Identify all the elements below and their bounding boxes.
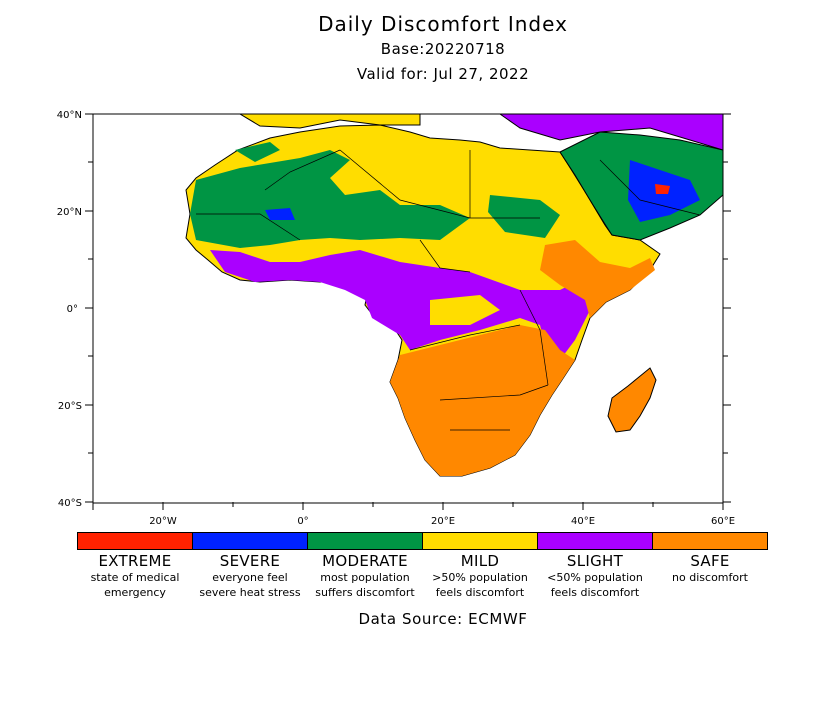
lat-label: 20°N <box>57 207 82 218</box>
legend-swatch-mild <box>423 533 538 549</box>
lat-label: 0° <box>67 304 78 315</box>
lat-label: 40°N <box>57 110 82 121</box>
legend-entry-mild: MILD >50% population feels discomfort <box>422 552 538 600</box>
lon-label: 20°W <box>149 516 177 527</box>
legend-desc: everyone feel <box>212 571 288 584</box>
color-legend <box>77 532 768 550</box>
lon-label: 60°E <box>711 516 735 527</box>
legend-name: EXTREME <box>98 552 172 570</box>
legend-desc: most population <box>320 571 410 584</box>
legend-entry-slight: SLIGHT <50% population feels discomfort <box>537 552 653 600</box>
legend-entry-extreme: EXTREME state of medical emergency <box>77 552 193 600</box>
legend-name: MILD <box>460 552 500 570</box>
legend-desc: <50% population <box>547 571 643 584</box>
lon-label: 20°E <box>431 516 455 527</box>
discomfort-map: 40°N 20°N 0° 20°S 40°S 20°W 0° 20°E 40°E… <box>57 110 735 527</box>
europe-landmass <box>239 114 421 129</box>
map-title: Daily Discomfort Index <box>318 12 568 36</box>
madagascar <box>607 367 657 433</box>
legend-entry-safe: SAFE no discomfort <box>652 552 768 585</box>
legend-desc: state of medical <box>90 571 180 584</box>
legend-entry-moderate: MODERATE most population suffers discomf… <box>307 552 423 600</box>
legend-desc: no discomfort <box>672 571 748 584</box>
legend-desc: feels discomfort <box>435 586 525 599</box>
legend-desc: feels discomfort <box>550 586 640 599</box>
legend-name: SEVERE <box>219 552 281 570</box>
legend-swatch-safe <box>653 533 767 549</box>
legend-name: MODERATE <box>322 552 408 570</box>
valid-date: Valid for: Jul 27, 2022 <box>356 65 530 83</box>
legend-desc: emergency <box>104 586 166 599</box>
legend-name: SAFE <box>690 552 730 570</box>
legend-swatch-moderate <box>308 533 423 549</box>
legend-entry-severe: SEVERE everyone feel severe heat stress <box>192 552 308 600</box>
lat-label: 20°S <box>58 401 82 412</box>
legend-desc: >50% population <box>432 571 528 584</box>
legend-swatch-severe <box>193 533 308 549</box>
lon-label: 40°E <box>571 516 595 527</box>
legend-desc: suffers discomfort <box>315 586 415 599</box>
legend-desc: severe heat stress <box>199 586 301 599</box>
legend-swatch-extreme <box>78 533 193 549</box>
data-source: Data Source: ECMWF <box>358 610 528 628</box>
base-date: Base:20220718 <box>380 40 506 58</box>
lon-label: 0° <box>297 516 308 527</box>
legend-name: SLIGHT <box>566 552 624 570</box>
lat-label: 40°S <box>58 498 82 509</box>
legend-swatch-slight <box>538 533 653 549</box>
